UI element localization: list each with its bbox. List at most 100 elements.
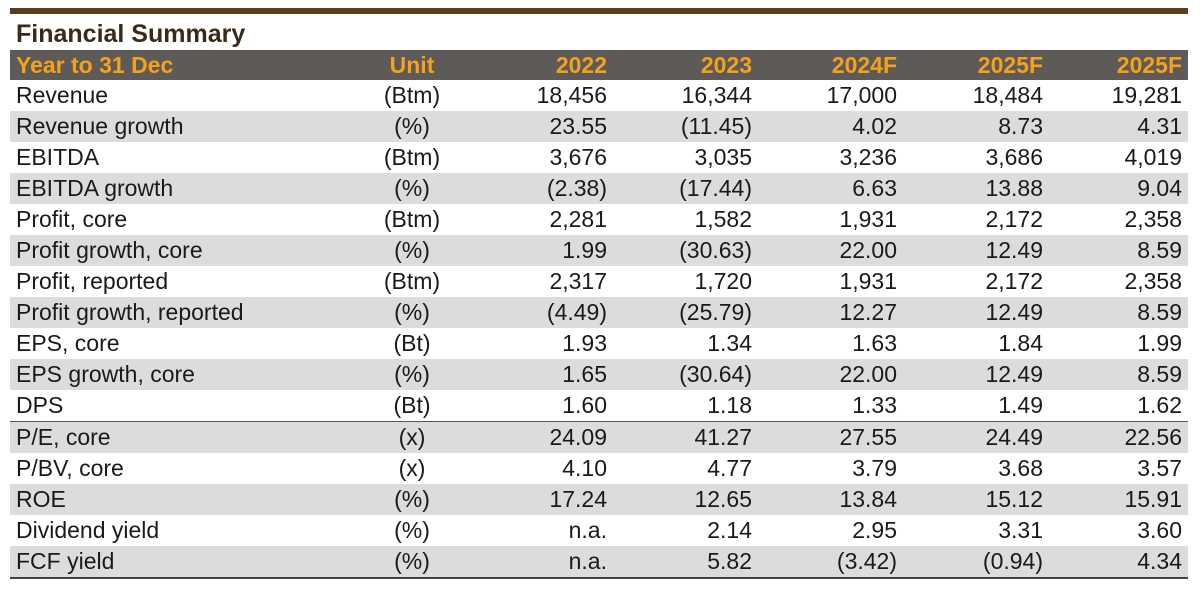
row-value-2025f: 1.62	[1137, 392, 1182, 418]
row-label: Profit growth, core	[16, 237, 203, 263]
table-row: EPS growth, core (%) 1.65 (30.64) 22.00 12.49…	[10, 359, 1188, 390]
row-value-2025f: 1.99	[1137, 330, 1182, 356]
table-row: Profit, reported (Btm) 2,317 1,720 1,931 2,17…	[10, 266, 1188, 297]
row-unit: (%)	[394, 486, 430, 512]
row-value-2023: 1.34	[707, 330, 752, 356]
table-row: Profit growth, core (%) 1.99 (30.63) 22.00 12…	[10, 235, 1188, 266]
row-unit: (Btm)	[383, 268, 441, 294]
row-unit: (Btm)	[383, 82, 441, 108]
row-value-2025f: 3.31	[998, 517, 1043, 543]
financial-summary-panel: Financial Summary Year to 31 Dec Unit 20…	[10, 8, 1188, 579]
row-unit: (%)	[352, 546, 472, 579]
row-value-2025f: 9.04	[1137, 175, 1182, 201]
row-value-2023: 1,720	[694, 268, 752, 294]
row-value-2023: (17.44)	[679, 175, 752, 201]
row-value-2023: 4.77	[707, 455, 752, 481]
table-row: Revenue growth (%) 23.55 (11.45) 4.02 8.73 4.3…	[10, 111, 1188, 142]
row-value-2024f: 17,000	[826, 82, 897, 108]
row-value-2024f: 3,236	[839, 144, 897, 170]
row-value-2025f: 18,484	[972, 82, 1043, 108]
row-value-2023: 1,582	[694, 206, 752, 232]
row-value-2025f: 22.56	[1049, 421, 1188, 453]
row-value-2023: 5.82	[613, 546, 758, 579]
table-title: Financial Summary	[16, 20, 246, 48]
row-value-2023: 1.18	[707, 392, 752, 418]
row-value-2022: 1.65	[562, 361, 607, 387]
row-value-2022: 3,676	[549, 144, 607, 170]
row-unit: (Btm)	[383, 144, 441, 170]
row-value-2023: 16,344	[681, 82, 752, 108]
row-value-2024f: 22.00	[839, 361, 897, 387]
table-row: Profit, core (Btm) 2,281 1,582 1,931 2,172 2,3…	[10, 204, 1188, 235]
row-label: P/E, core	[10, 421, 352, 453]
row-value-2025f: 1.49	[998, 392, 1043, 418]
row-value-2025f: 3.60	[1137, 517, 1182, 543]
row-value-2024f: 3.79	[852, 455, 897, 481]
table-row: DPS (Bt) 1.60 1.18 1.33 1.49 1.62	[10, 390, 1188, 422]
row-value-2025f: 12.49	[985, 299, 1043, 325]
row-unit: (%)	[394, 299, 430, 325]
row-label: Dividend yield	[16, 517, 160, 543]
row-value-2023: 2.14	[707, 517, 752, 543]
row-unit: (x)	[352, 421, 472, 453]
row-value-2022: 2,281	[549, 206, 607, 232]
header-year-2: 2023	[700, 52, 752, 78]
row-value-2025f: 8.59	[1137, 237, 1182, 263]
row-label: EPS, core	[16, 330, 120, 356]
row-value-2024f: 1.63	[852, 330, 897, 356]
row-value-2025f: 8.59	[1137, 299, 1182, 325]
table-row: EBITDA (Btm) 3,676 3,035 3,236 3,686 4,019	[10, 142, 1188, 173]
financial-summary-table: Year to 31 Dec Unit 2022 2023 2024F 2025…	[10, 50, 1188, 579]
row-value-2025f: 8.73	[998, 113, 1043, 139]
row-value-2025f: 2,358	[1124, 206, 1182, 232]
row-value-2022: 1.93	[562, 330, 607, 356]
row-value-2022: n.a.	[472, 546, 613, 579]
row-label: Profit, core	[16, 206, 128, 232]
row-value-2022: n.a.	[568, 517, 607, 543]
table-row: EBITDA growth (%) (2.38) (17.44) 6.63 13.88 9.…	[10, 173, 1188, 204]
table-row: FCF yield (%) n.a. 5.82 (3.42) (0.94) 4.34	[10, 546, 1188, 579]
row-label: EBITDA growth	[16, 175, 174, 201]
table-row: Profit growth, reported (%) (4.49) (25.79) 1…	[10, 297, 1188, 328]
row-value-2025f: 12.49	[985, 361, 1043, 387]
row-value-2024f: 27.55	[758, 421, 903, 453]
row-label: FCF yield	[10, 546, 352, 579]
row-value-2022: 1.60	[562, 392, 607, 418]
header-year-4: 2025F	[977, 52, 1043, 78]
row-label: DPS	[16, 392, 64, 418]
row-label: ROE	[16, 486, 66, 512]
row-value-2025f: 15.12	[985, 486, 1043, 512]
row-value-2025f: 3,686	[985, 144, 1043, 170]
row-value-2022: 18,456	[536, 82, 607, 108]
row-value-2023: (11.45)	[680, 113, 752, 139]
row-value-2023: 41.27	[613, 421, 758, 453]
row-unit: (%)	[394, 237, 430, 263]
row-value-2023: (30.63)	[679, 237, 752, 263]
table-row: EPS, core (Bt) 1.93 1.34 1.63 1.84 1.99	[10, 328, 1188, 359]
row-value-2025f: 24.49	[903, 421, 1049, 453]
row-unit: (x)	[398, 455, 426, 481]
row-value-2025f: 4.34	[1049, 546, 1188, 579]
row-value-2025f: 3.68	[998, 455, 1043, 481]
row-value-2025f: 19,281	[1111, 82, 1182, 108]
row-label: Revenue	[16, 82, 109, 108]
row-value-2024f: 4.02	[852, 113, 897, 139]
row-value-2024f: 13.84	[839, 486, 897, 512]
row-value-2022: (4.49)	[546, 299, 607, 325]
row-value-2025f: 4.31	[1137, 113, 1182, 139]
row-value-2024f: (3.42)	[758, 546, 903, 579]
row-value-2025f: 4,019	[1124, 144, 1182, 170]
row-label: EBITDA	[16, 144, 100, 170]
row-label: P/BV, core	[16, 455, 124, 481]
row-unit: (%)	[394, 113, 430, 139]
row-value-2024f: 1,931	[839, 268, 897, 294]
row-label: EPS growth, core	[16, 361, 195, 387]
row-value-2022: 24.09	[472, 421, 613, 453]
row-value-2023: (30.64)	[679, 361, 752, 387]
row-value-2024f: 22.00	[839, 237, 897, 263]
top-rule	[10, 8, 1188, 14]
row-unit: (Bt)	[393, 330, 431, 356]
header-year-5: 2025F	[1116, 52, 1182, 78]
row-value-2023: (25.79)	[679, 299, 752, 325]
row-value-2022: 2,317	[549, 268, 607, 294]
